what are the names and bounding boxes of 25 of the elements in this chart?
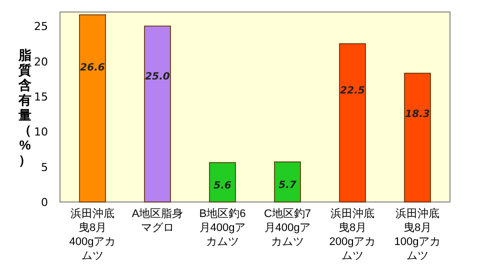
data-label: 18.3 [405,108,430,120]
bar [274,161,301,202]
data-label: 22.5 [340,85,365,96]
y-tick-label: 5 [41,160,48,174]
x-tick-label: 浜田沖底曳8月100gアカムツ [393,207,442,263]
data-label: 5.7 [278,180,296,191]
y-tick-label: 15 [34,90,48,104]
y-tick-label: 20 [34,55,48,68]
bar [79,14,106,202]
x-tick-label: 浜田沖底曳8月200gアカムツ [328,207,377,263]
y-axis-title: 脂質含有量（%） [18,48,32,168]
bar [209,162,236,202]
x-tick-label: B地区釣6月400gアカムツ [198,207,247,249]
x-tick-label: 浜田沖底曳8月400gアカムツ [68,207,117,263]
data-label: 25.0 [145,71,170,82]
data-label: 5.6 [214,180,232,192]
y-tick-label: 25 [34,20,48,34]
y-tick-label: 0 [41,196,48,209]
bar [144,26,171,202]
data-label: 26.6 [80,62,105,74]
y-tick-label: 10 [34,126,48,139]
x-tick-label: A地区脂身マグロ [132,207,184,235]
bar [404,72,431,202]
x-tick-label: C地区釣7月400gアカムツ [262,207,312,249]
bar [339,43,366,202]
